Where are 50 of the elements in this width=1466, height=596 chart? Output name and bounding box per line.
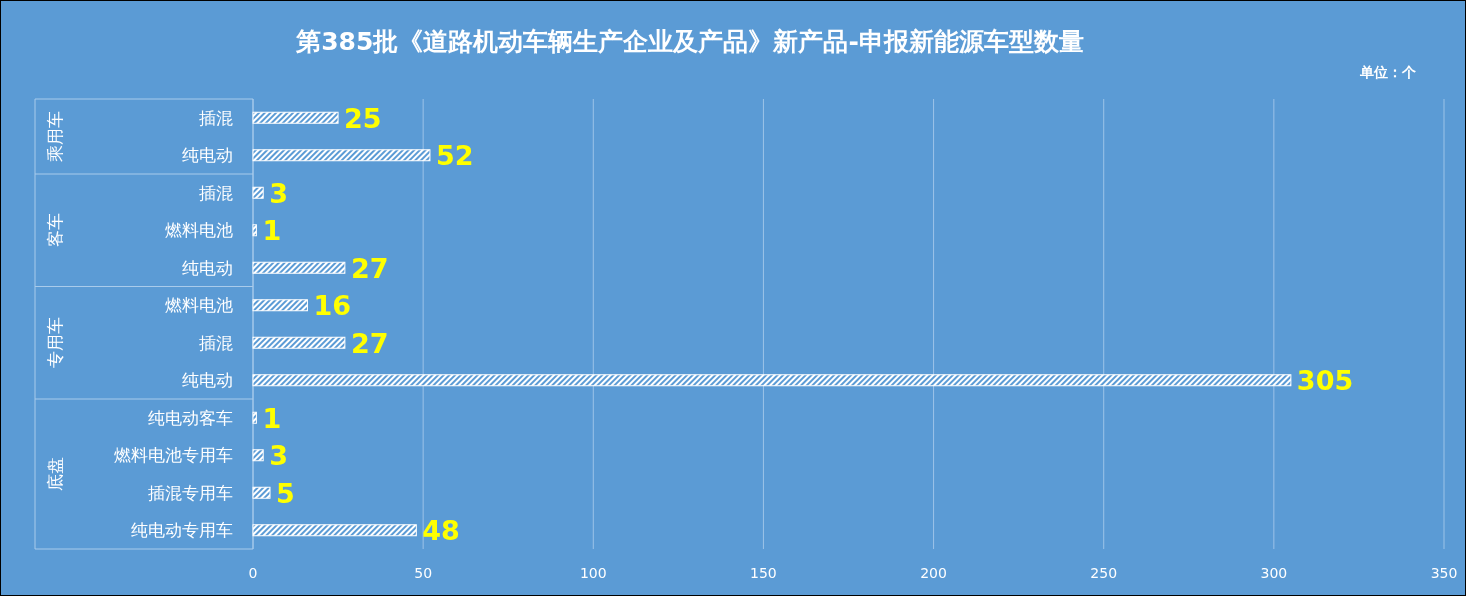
- data-label: 5: [276, 477, 295, 509]
- x-tick-label: 50: [414, 565, 433, 581]
- data-label: 52: [435, 140, 474, 172]
- x-tick-label: 300: [1260, 565, 1288, 581]
- text: 单位：个: [1359, 64, 1417, 80]
- data-label: 1: [262, 402, 282, 434]
- text: 客车: [45, 213, 65, 248]
- chart-title: 第385批《道路机动车辆生产企业及产品》新产品-申报新能源车型数量: [295, 27, 1084, 56]
- y-tick-label: 燃料电池: [165, 295, 233, 316]
- data-label: 27: [350, 252, 389, 284]
- y-tick-label: 插混: [199, 182, 233, 203]
- y-tick-label: 纯电动: [182, 257, 233, 278]
- data-label: 3: [269, 177, 289, 209]
- y-tick-label: 插混: [199, 332, 233, 353]
- bar: [252, 111, 339, 124]
- data-label: 27: [350, 327, 389, 359]
- y-tick-label: 插混: [199, 107, 233, 128]
- bar: [252, 449, 264, 462]
- y-tick-label: 纯电动专用车: [131, 520, 233, 541]
- y-tick-label: 纯电动客车: [148, 407, 233, 428]
- bar: [252, 374, 1292, 387]
- data-label: 1: [262, 215, 282, 247]
- bar: [252, 486, 271, 499]
- y-tick-label: 燃料电池: [165, 220, 233, 241]
- bar: [252, 411, 257, 424]
- x-tick-label: 0: [248, 565, 258, 581]
- text: 专用车: [45, 317, 65, 369]
- data-label: 48: [422, 515, 460, 547]
- text: 乘用车: [45, 111, 65, 162]
- data-label: 3: [269, 440, 289, 472]
- y-tick-label: 纯电动: [182, 145, 233, 166]
- data-label: 16: [313, 290, 352, 322]
- bar: [252, 524, 417, 537]
- y-tick-label: 纯电动: [182, 370, 233, 391]
- bar: [252, 149, 431, 162]
- text: 底盘: [45, 457, 65, 491]
- bar: [252, 224, 257, 237]
- data-label: 25: [344, 102, 382, 134]
- x-tick-label: 350: [1430, 565, 1458, 581]
- x-tick-label: 250: [1090, 565, 1118, 581]
- bar: [252, 299, 308, 312]
- bar: [252, 186, 264, 199]
- y-tick-label: 燃料电池专用车: [114, 445, 233, 466]
- bar: [252, 336, 346, 349]
- data-label: 305: [1296, 365, 1354, 397]
- bar: [252, 261, 346, 274]
- x-tick-label: 100: [579, 565, 607, 581]
- y-tick-label: 插混专用车: [148, 482, 233, 503]
- x-tick-label: 150: [750, 565, 777, 581]
- x-tick-label: 200: [920, 565, 947, 581]
